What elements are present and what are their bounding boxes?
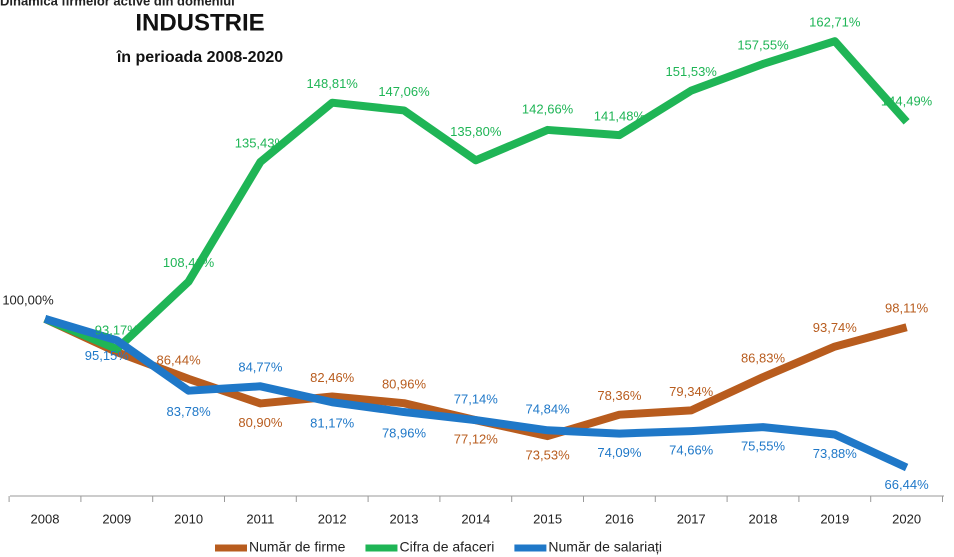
series-line xyxy=(43,37,910,354)
data-label: 147,06% xyxy=(378,84,430,99)
data-label: 86,83% xyxy=(741,351,786,366)
x-tick-label: 2013 xyxy=(390,511,419,526)
data-label: 141,48% xyxy=(594,109,646,124)
x-tick-label: 2020 xyxy=(892,511,921,526)
x-tick-label: 2016 xyxy=(605,511,634,526)
x-tick-label: 2017 xyxy=(677,511,706,526)
legend-label: Număr de firme xyxy=(249,539,346,555)
data-label: 75,55% xyxy=(741,439,786,454)
data-label: 135,43% xyxy=(235,135,287,150)
data-label: 77,14% xyxy=(454,392,499,407)
data-label: 157,55% xyxy=(737,37,789,52)
data-label: 135,80% xyxy=(450,124,502,139)
chart-subtitle: în perioada 2008-2020 xyxy=(116,49,283,66)
data-label: 86,44% xyxy=(157,352,202,367)
chart-header: Dinamica firmelor active din domeniul xyxy=(0,0,235,8)
chart-title: INDUSTRIE xyxy=(135,9,264,36)
data-label: 108,41% xyxy=(163,255,215,270)
x-tick-label: 2014 xyxy=(461,511,490,526)
data-label: 82,46% xyxy=(310,370,355,385)
data-label: 74,66% xyxy=(669,443,714,458)
data-label: 74,09% xyxy=(597,445,642,460)
data-label: 93,17% xyxy=(95,323,140,338)
x-tick-label: 2010 xyxy=(174,511,203,526)
data-label: 79,34% xyxy=(669,384,714,399)
data-label: 84,77% xyxy=(238,360,283,375)
series-line xyxy=(43,315,909,472)
data-label: 98,11% xyxy=(885,301,929,316)
data-label: 93,74% xyxy=(813,320,858,335)
data-label: 77,12% xyxy=(454,432,499,447)
x-tick-label: 2015 xyxy=(533,511,562,526)
x-tick-label: 2008 xyxy=(31,511,60,526)
data-label: 78,36% xyxy=(597,388,642,403)
data-label: 66,44% xyxy=(885,477,930,492)
data-label: 148,81% xyxy=(307,76,359,91)
data-label: 151,53% xyxy=(666,64,718,79)
x-tick-label: 2011 xyxy=(246,511,274,526)
legend-label: Cifra de afaceri xyxy=(399,539,494,555)
legend-label: Număr de salariați xyxy=(548,539,662,555)
data-label: 78,96% xyxy=(382,425,427,440)
x-tick-label: 2018 xyxy=(749,511,778,526)
x-tick-label: 2012 xyxy=(318,511,347,526)
data-label: 81,17% xyxy=(310,416,355,431)
data-label: 73,53% xyxy=(526,448,571,463)
data-label: 144,49% xyxy=(881,93,933,108)
data-label: 80,90% xyxy=(238,415,283,430)
x-tick-label: 2009 xyxy=(102,511,131,526)
data-label: 100,00% xyxy=(2,292,54,307)
data-label: 73,88% xyxy=(813,446,858,461)
data-label: 74,84% xyxy=(526,402,571,417)
data-label: 142,66% xyxy=(522,101,574,116)
data-label: 80,96% xyxy=(382,377,427,392)
data-label: 83,78% xyxy=(167,404,212,419)
data-label: 95,15% xyxy=(85,348,130,363)
x-tick-label: 2019 xyxy=(820,511,849,526)
data-label: 162,71% xyxy=(809,15,861,30)
